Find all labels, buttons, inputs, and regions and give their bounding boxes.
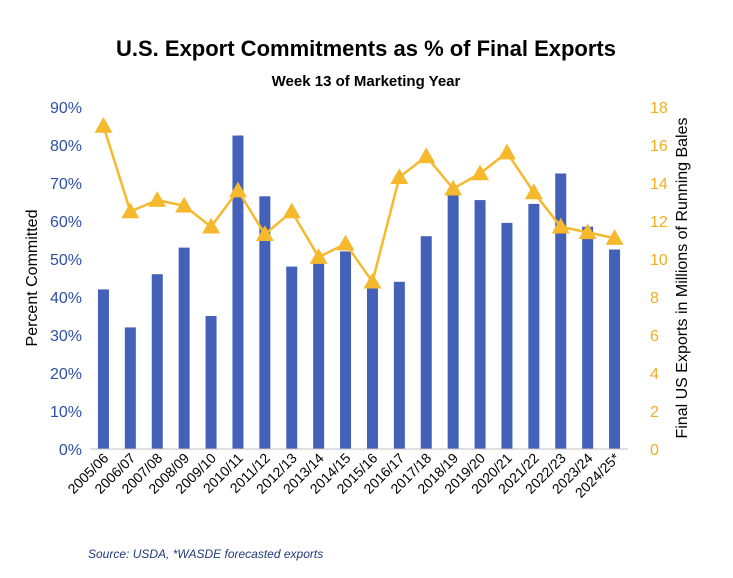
left-tick-label: 20%: [50, 366, 82, 383]
source-note: Source: USDA, *WASDE forecasted exports: [88, 547, 323, 561]
left-tick-label: 0%: [59, 442, 82, 459]
bar-2010/11: [232, 135, 244, 449]
bar-2012/13: [286, 266, 298, 449]
bar-2013/14: [313, 262, 325, 449]
right-tick-label: 12: [650, 214, 668, 231]
line-point-2009/10: [202, 217, 221, 234]
left-tick-label: 80%: [50, 138, 82, 155]
right-tick-label: 10: [650, 252, 668, 269]
line-point-2022/23: [551, 217, 570, 234]
bar-2007/08: [151, 274, 163, 449]
left-tick-label: 70%: [50, 176, 82, 193]
bar-2019/20: [474, 200, 486, 449]
right-tick-label: 4: [650, 366, 659, 383]
line-point-2015/16: [363, 272, 382, 289]
right-tick-label: 0: [650, 442, 659, 459]
bar-2022/23: [555, 173, 567, 449]
bar-2023/24: [582, 226, 594, 449]
left-tick-label: 90%: [50, 100, 82, 117]
left-tick-label: 50%: [50, 252, 82, 269]
bar-2008/09: [178, 247, 190, 449]
right-tick-label: 14: [650, 176, 668, 193]
left-tick-label: 60%: [50, 214, 82, 231]
line-point-2017/18: [417, 147, 436, 164]
bar-2017/18: [420, 236, 432, 449]
left-tick-label: 40%: [50, 290, 82, 307]
left-axis-ticks: 0% 10% 20% 30% 40% 50% 60% 70% 80% 90%: [50, 100, 82, 459]
right-tick-label: 16: [650, 138, 668, 155]
line-point-2005/06: [94, 117, 113, 133]
left-tick-label: 30%: [50, 328, 82, 345]
left-axis-label: Percent Committed: [24, 210, 41, 347]
bar-2021/22: [528, 203, 540, 449]
bar-2005/06: [97, 289, 109, 449]
right-tick-label: 8: [650, 290, 659, 307]
bar-2018/19: [447, 194, 459, 449]
bar-2015/16: [366, 285, 378, 449]
line-series: [94, 117, 624, 289]
left-tick-label: 10%: [50, 404, 82, 421]
line-point-2010/11: [228, 181, 247, 198]
bar-2016/17: [393, 281, 405, 449]
line-point-2021/22: [524, 183, 543, 200]
line-point-2023/24: [578, 223, 597, 240]
chart-title: U.S. Export Commitments as % of Final Ex…: [116, 36, 616, 61]
bar-2014/15: [340, 251, 352, 449]
bar-2024/25*: [609, 249, 621, 449]
line-point-2012/13: [282, 202, 301, 219]
right-axis-ticks: 0 2 4 6 8 10 12 14 16 18: [650, 100, 668, 459]
right-axis-label: Final US Exports in Millions of Running …: [674, 117, 691, 438]
line-point-2013/14: [309, 248, 328, 264]
line-point-2014/15: [336, 234, 355, 251]
x-axis-ticks: 2005/062006/072007/082008/092009/102010/…: [64, 449, 623, 500]
bar-series: [97, 135, 621, 449]
right-tick-label: 2: [650, 404, 659, 421]
line-point-2019/20: [471, 164, 490, 181]
right-tick-label: 6: [650, 328, 659, 345]
bar-2020/21: [501, 222, 513, 449]
line-point-2016/17: [390, 168, 409, 185]
line-point-2008/09: [175, 196, 194, 213]
right-tick-label: 18: [650, 100, 668, 117]
line-point-2011/12: [255, 225, 274, 242]
line-point-2018/19: [444, 179, 463, 196]
line-point-2024/25*: [605, 229, 624, 245]
bar-2011/12: [259, 196, 271, 449]
bar-2006/07: [124, 327, 136, 449]
chart-subtitle: Week 13 of Marketing Year: [272, 73, 461, 90]
line-point-2006/07: [121, 202, 140, 219]
line-point-2007/08: [148, 191, 167, 207]
bar-2009/10: [205, 316, 217, 449]
line-point-2020/21: [497, 143, 516, 160]
